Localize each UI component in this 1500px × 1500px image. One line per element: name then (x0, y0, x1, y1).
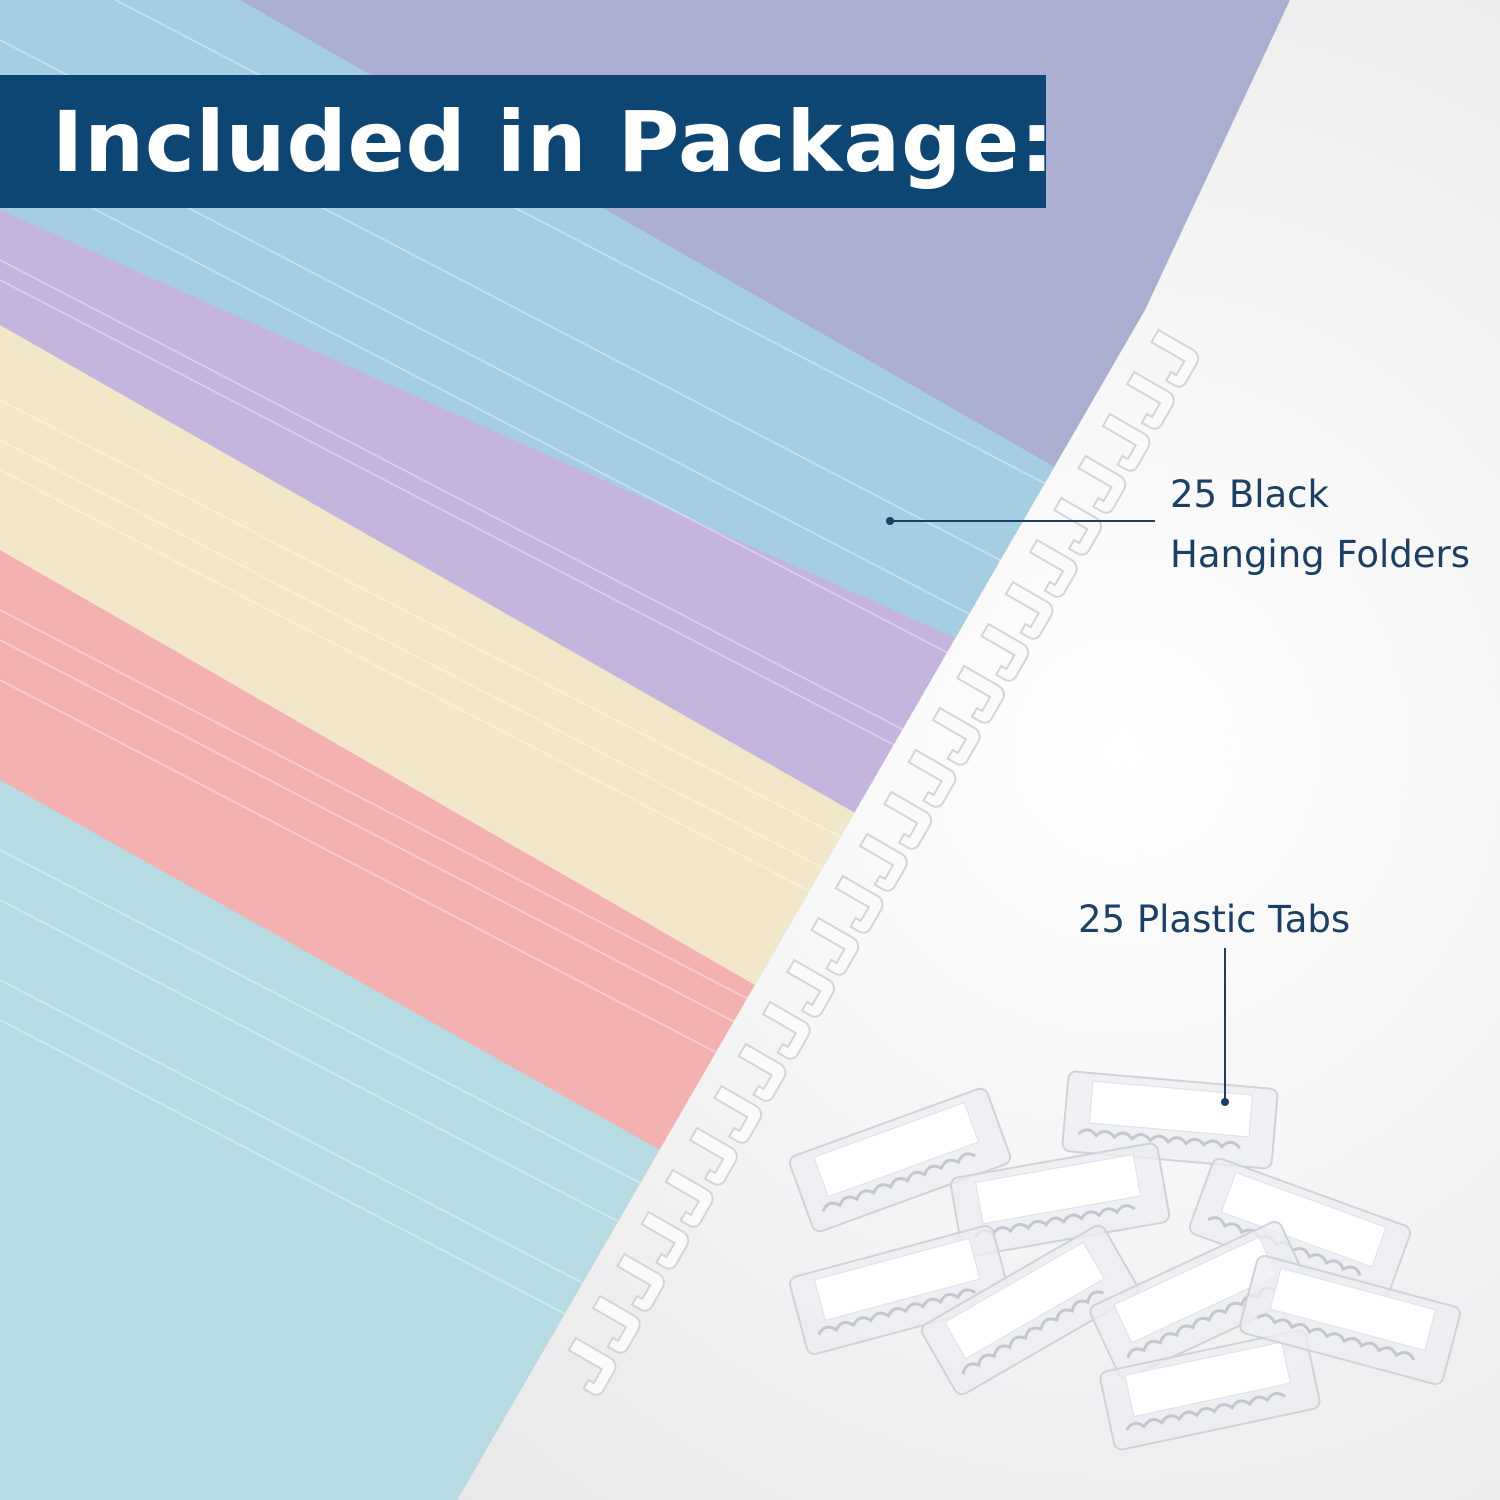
page-title: Included in Package: (52, 92, 1055, 191)
plastic-tab (1061, 1070, 1279, 1170)
folder-hook (858, 832, 908, 892)
plastic-tab (949, 1142, 1171, 1258)
folder-hook (1150, 328, 1200, 388)
folder-hook (640, 1210, 690, 1270)
folder-hook (1077, 454, 1127, 514)
folder-hook (785, 958, 835, 1018)
folder-hook (931, 706, 981, 766)
folders-label-line2: Hanging Folders (1170, 533, 1471, 576)
folder-hook (1101, 412, 1151, 472)
tabs-callout-pointer (1221, 948, 1229, 1106)
folder-hook (688, 1126, 738, 1186)
plastic-tab (788, 1087, 1012, 1233)
plastic-tabs-pile (788, 1070, 1461, 1451)
folder-hook (810, 916, 860, 976)
plastic-tab (789, 1224, 1011, 1356)
folder-hook (1125, 370, 1175, 430)
folders-callout-pointer (886, 517, 1155, 525)
folder-hook (955, 664, 1005, 724)
folder-hook (591, 1294, 641, 1354)
folder-hook (1004, 580, 1054, 640)
plastic-tab (920, 1224, 1140, 1396)
folders-label-line1: 25 Black (1170, 473, 1329, 516)
folder-hook (980, 622, 1030, 682)
folder-hook (907, 748, 957, 808)
folder-hooks (567, 328, 1200, 1396)
folder-hook (616, 1252, 666, 1312)
folder-hook (713, 1084, 763, 1144)
folder-hook (1028, 538, 1078, 598)
folder-hook (834, 874, 884, 934)
folder-hook (664, 1168, 714, 1228)
folders-label: 25 Black Hanging Folders (1170, 465, 1470, 585)
plastic-tab (1239, 1254, 1461, 1386)
plastic-tab (1099, 1329, 1321, 1451)
folder-hook (737, 1042, 787, 1102)
plastic-tab (1089, 1221, 1311, 1379)
folder-hook (883, 790, 933, 850)
folder-hook (567, 1336, 617, 1396)
folder-hook (761, 1000, 811, 1060)
tabs-label: 25 Plastic Tabs (1078, 898, 1351, 941)
header-banner: Included in Package: (0, 75, 1054, 208)
